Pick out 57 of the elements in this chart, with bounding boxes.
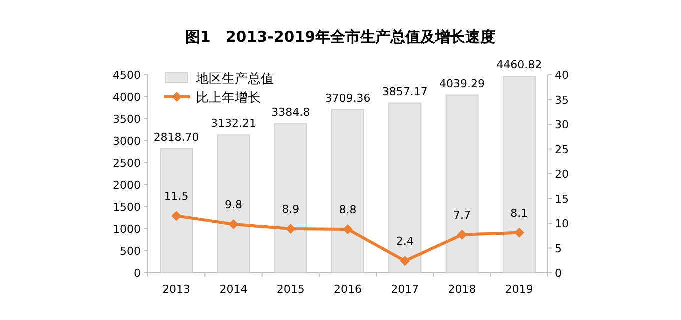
y-tick-label: 500 [120,245,141,258]
point [457,230,468,240]
x-tick-label: 2015 [276,283,305,296]
x-tick-label: 2017 [391,283,420,296]
y-tick-label: 2500 [113,157,141,170]
x-tick-label: 2018 [448,283,476,296]
bar [274,124,308,274]
point [514,228,524,238]
data-label: 8.8 [339,203,357,216]
x-tick-label: 2014 [220,283,248,296]
y-tick-label: 3000 [113,135,141,148]
data-label: 11.5 [164,190,189,204]
bar [388,102,422,274]
data-label: 3857.17 [382,85,428,98]
y-tick-label: 3500 [113,113,141,126]
bar [217,134,250,274]
chart-title: 图1 2013-2019年全市生产总值及增长速度 [185,28,496,46]
legend-label: 地区生产总值 [195,72,274,87]
data-label: 3132.21 [210,117,256,130]
legend-label: 比上年增长 [196,91,261,106]
y2-tick-label: 20 [555,168,569,181]
data-label: 8.1 [510,206,528,220]
y-tick-label: 0 [134,267,141,280]
y-tick-label: 4000 [113,91,141,104]
data-label: 2.4 [396,235,414,248]
data-label: 3709.36 [325,92,371,105]
point [400,256,410,266]
y-tick-label: 2000 [113,179,141,192]
y-tick-label: 4500 [113,69,141,82]
y2-tick-label: 25 [555,143,569,156]
data-label: 9.8 [224,198,242,212]
y2-tick-label: 15 [555,192,569,206]
y2-tick-label: 5 [555,242,562,256]
data-label: 4460.82 [496,58,542,72]
data-label: 4039.29 [440,77,486,90]
y2-tick-label: 0 [555,267,562,280]
data-label: 2818.70 [154,130,200,144]
x-tick-label: 2013 [162,283,191,296]
bar [332,109,364,274]
y-tick-label: 1000 [113,223,141,236]
point [228,219,239,230]
y2-tick-label: 40 [555,69,569,82]
y2-tick-label: 35 [555,94,569,107]
data-label: 8.9 [282,202,300,216]
data-label: 3384.8 [272,106,310,120]
y-tick-label: 1500 [113,201,141,214]
x-tick-label: 2016 [334,283,362,296]
y2-tick-label: 10 [555,218,569,230]
bar [502,76,536,274]
point [286,224,296,234]
x-tick-label: 2019 [505,283,534,296]
data-label: 7.7 [454,208,472,222]
y2-tick-label: 30 [555,118,569,132]
bar [446,94,479,274]
point [343,224,353,234]
point [172,211,182,222]
bar [160,148,194,274]
